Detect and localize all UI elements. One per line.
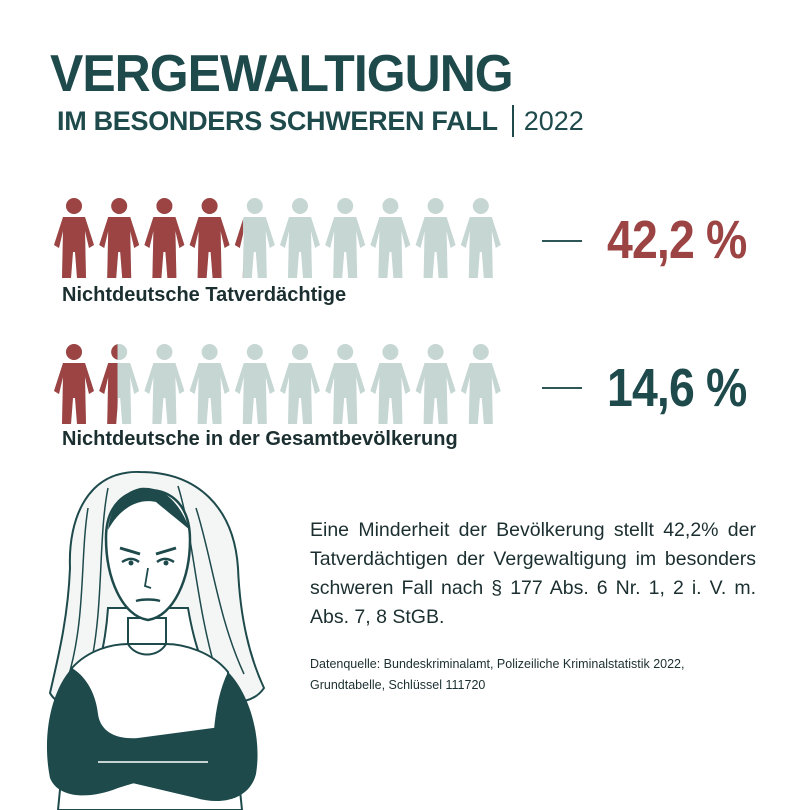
row-2-person-icon-10: [460, 344, 501, 424]
row-1-dash: [542, 240, 582, 242]
row-1-value-label: 42,2 %: [607, 210, 747, 270]
row-1-label: Nichtdeutsche Tatverdächtige: [62, 284, 347, 306]
pictograph-chart: [54, 198, 501, 424]
row-2-value-label: 14,6 %: [607, 358, 747, 418]
row-2-person-icon-6: [280, 344, 320, 424]
row-1-person-icon-1: [54, 198, 94, 278]
row-1-person-icon-8: [370, 198, 411, 278]
row-1-person-icon-5: [234, 198, 275, 278]
row-1-person-icon-4: [189, 198, 230, 278]
source-text: Datenquelle: Bundeskriminalamt, Polizeil…: [310, 657, 685, 692]
row-1-person-icon-2: [99, 198, 140, 278]
row-2-person-icon-4: [189, 344, 230, 424]
row-2-person-icon-9: [415, 344, 456, 424]
row-1-person-icon-6: [280, 198, 320, 278]
woman-arms-crossed-illustration: [46, 470, 266, 810]
row-2-person-icon-2: [99, 344, 140, 424]
row-2-person-icon-3: [144, 344, 185, 424]
row-2-person-icon-1: [54, 344, 94, 424]
row-2-person-icon-8: [370, 344, 411, 424]
row-2-person-icon-5: [234, 344, 275, 424]
row-2-label: Nichtdeutsche in der Gesamtbevölkerung: [62, 428, 458, 450]
row-1-person-icon-10: [460, 198, 501, 278]
page-subtitle: IM BESONDERS SCHWEREN FALL 2022: [57, 104, 584, 138]
subtitle-text: IM BESONDERS SCHWEREN FALL: [57, 105, 498, 136]
page-title: VERGEWALTIGUNG: [50, 45, 514, 103]
row-1-person-icon-7: [325, 198, 366, 278]
subtitle-divider: [511, 105, 514, 137]
description-text: Eine Minderheit der Bevölkerung stellt 4…: [310, 519, 756, 628]
row-2-person-icon-7: [325, 344, 366, 424]
subtitle-year: 2022: [523, 105, 584, 136]
row-1-person-icon-3: [144, 198, 185, 278]
row-2-dash: [542, 387, 582, 389]
row-1-person-icon-9: [415, 198, 456, 278]
